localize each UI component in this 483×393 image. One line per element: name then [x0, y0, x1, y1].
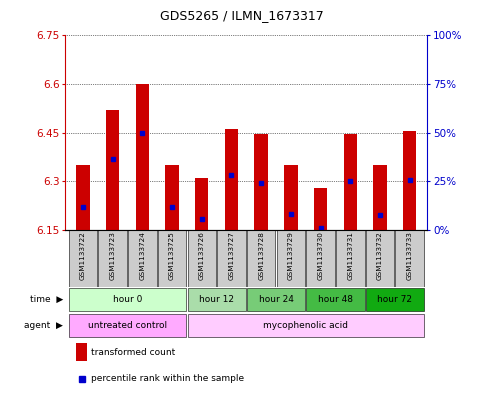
Text: untreated control: untreated control: [88, 321, 167, 330]
Bar: [255, 134, 268, 230]
Bar: [195, 178, 209, 230]
Text: GSM1133733: GSM1133733: [407, 231, 412, 281]
Text: percentile rank within the sample: percentile rank within the sample: [91, 375, 244, 383]
FancyBboxPatch shape: [366, 288, 424, 311]
FancyBboxPatch shape: [128, 230, 156, 287]
FancyBboxPatch shape: [247, 230, 275, 287]
Text: agent  ▶: agent ▶: [24, 321, 63, 330]
Text: GSM1133725: GSM1133725: [169, 231, 175, 281]
Text: GDS5265 / ILMN_1673317: GDS5265 / ILMN_1673317: [159, 9, 324, 22]
Bar: [403, 131, 416, 230]
Text: GSM1133729: GSM1133729: [288, 231, 294, 281]
Bar: [76, 343, 87, 361]
FancyBboxPatch shape: [158, 230, 186, 287]
Text: mycophenolic acid: mycophenolic acid: [263, 321, 348, 330]
FancyBboxPatch shape: [187, 230, 216, 287]
FancyBboxPatch shape: [69, 230, 97, 287]
FancyBboxPatch shape: [277, 230, 305, 287]
Bar: [76, 165, 90, 230]
Text: hour 72: hour 72: [377, 295, 412, 304]
Text: hour 0: hour 0: [113, 295, 142, 304]
FancyBboxPatch shape: [306, 288, 365, 311]
FancyBboxPatch shape: [99, 230, 127, 287]
Text: GSM1133722: GSM1133722: [80, 231, 86, 281]
Text: GSM1133732: GSM1133732: [377, 231, 383, 281]
Text: hour 12: hour 12: [199, 295, 234, 304]
Text: GSM1133730: GSM1133730: [317, 231, 324, 281]
Bar: [343, 134, 357, 230]
Bar: [314, 188, 327, 230]
FancyBboxPatch shape: [396, 230, 424, 287]
Text: GSM1133728: GSM1133728: [258, 231, 264, 281]
Text: transformed count: transformed count: [91, 348, 175, 357]
Text: GSM1133726: GSM1133726: [199, 231, 205, 281]
FancyBboxPatch shape: [247, 288, 305, 311]
Text: GSM1133723: GSM1133723: [110, 231, 116, 281]
Bar: [136, 84, 149, 230]
FancyBboxPatch shape: [187, 314, 424, 337]
Text: hour 24: hour 24: [258, 295, 294, 304]
FancyBboxPatch shape: [69, 288, 186, 311]
FancyBboxPatch shape: [306, 230, 335, 287]
Bar: [225, 129, 238, 230]
Text: time  ▶: time ▶: [29, 295, 63, 304]
FancyBboxPatch shape: [187, 288, 246, 311]
Bar: [284, 165, 298, 230]
FancyBboxPatch shape: [217, 230, 246, 287]
FancyBboxPatch shape: [366, 230, 394, 287]
Text: GSM1133727: GSM1133727: [228, 231, 234, 281]
Bar: [165, 165, 179, 230]
FancyBboxPatch shape: [336, 230, 365, 287]
FancyBboxPatch shape: [69, 314, 186, 337]
Bar: [373, 165, 386, 230]
Text: GSM1133724: GSM1133724: [140, 231, 145, 281]
Bar: [106, 110, 119, 230]
Text: GSM1133731: GSM1133731: [347, 231, 353, 281]
Text: hour 48: hour 48: [318, 295, 353, 304]
